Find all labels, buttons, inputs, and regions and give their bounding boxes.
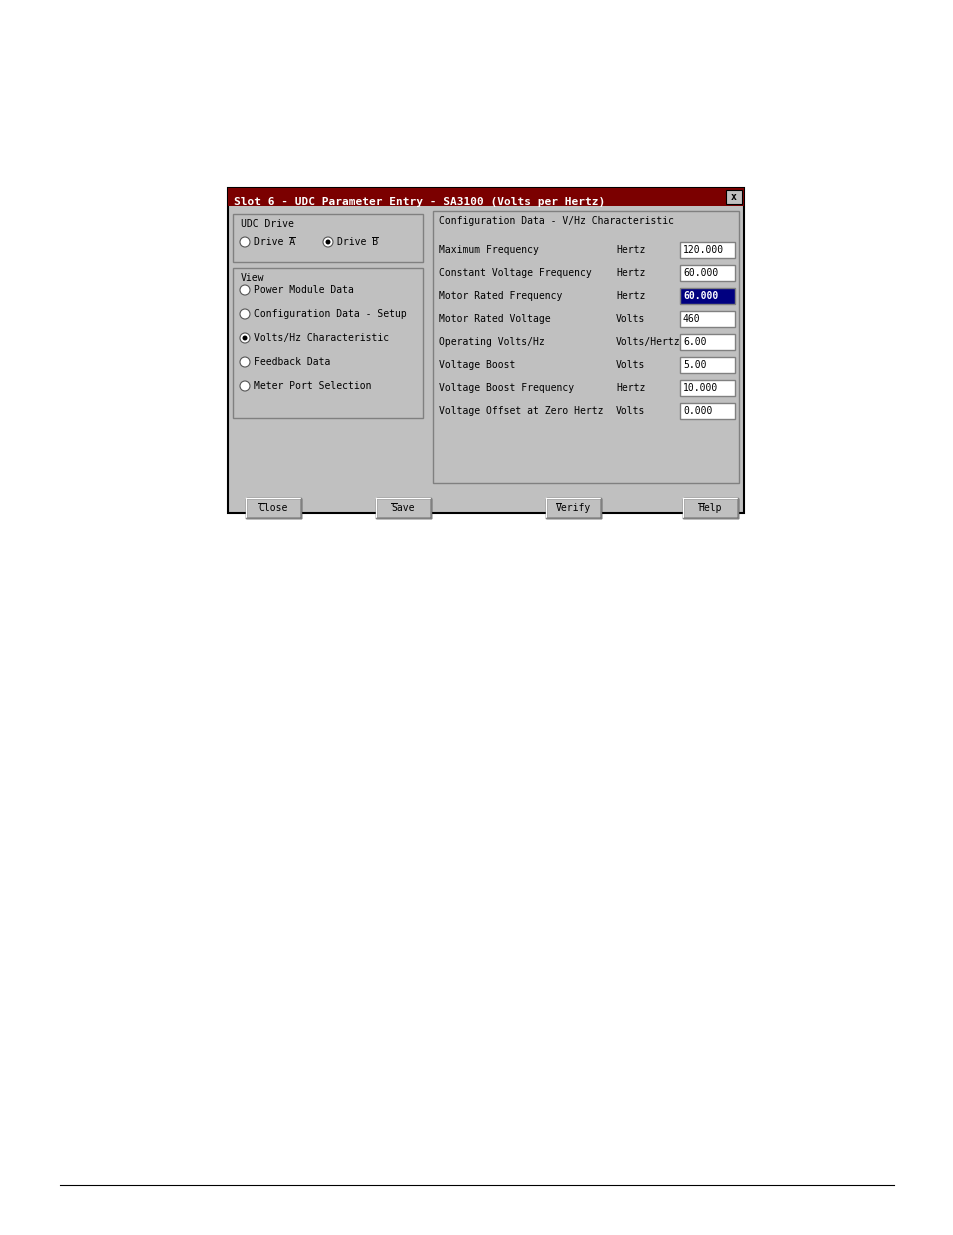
Text: x: x [730, 191, 736, 203]
Text: Power Module Data: Power Module Data [253, 285, 354, 295]
Circle shape [323, 237, 333, 247]
Text: Hertz: Hertz [616, 245, 644, 254]
Bar [679, 357, 734, 373]
Bar [679, 403, 734, 419]
Text: Hertz: Hertz [616, 291, 644, 301]
Text: Voltage Boost Frequency: Voltage Boost Frequency [438, 383, 574, 393]
Text: 60.000: 60.000 [682, 268, 718, 278]
Bar [228, 188, 743, 513]
Circle shape [325, 240, 330, 245]
Text: Verify: Verify [555, 503, 590, 513]
Text: Volts: Volts [616, 406, 644, 416]
Circle shape [240, 309, 250, 319]
Bar [679, 288, 734, 304]
Text: 6.00: 6.00 [682, 337, 706, 347]
Text: Slot 6 - UDC Parameter Entry - SA3100 (Volts per Hertz): Slot 6 - UDC Parameter Entry - SA3100 (V… [233, 198, 604, 207]
Text: Operating Volts/Hz: Operating Volts/Hz [438, 337, 544, 347]
Circle shape [240, 285, 250, 295]
Text: Constant Voltage Frequency: Constant Voltage Frequency [438, 268, 591, 278]
Text: Drive B: Drive B [336, 237, 377, 247]
Bar [679, 380, 734, 396]
Bar [228, 188, 743, 206]
Text: Drive A: Drive A [253, 237, 294, 247]
Bar [233, 268, 422, 417]
Bar [433, 211, 739, 483]
Text: 460: 460 [682, 314, 700, 324]
Text: 60.000: 60.000 [682, 291, 718, 301]
Text: 10.000: 10.000 [682, 383, 718, 393]
Text: Configuration Data - V/Hz Characteristic: Configuration Data - V/Hz Characteristic [438, 216, 673, 226]
Text: Hertz: Hertz [616, 383, 644, 393]
Text: Close: Close [258, 503, 288, 513]
Circle shape [240, 237, 250, 247]
Text: Save: Save [391, 503, 415, 513]
Text: Voltage Offset at Zero Hertz: Voltage Offset at Zero Hertz [438, 406, 603, 416]
Circle shape [240, 333, 250, 343]
Text: Motor Rated Frequency: Motor Rated Frequency [438, 291, 561, 301]
Text: Feedback Data: Feedback Data [253, 357, 330, 367]
Circle shape [240, 382, 250, 391]
Bar [679, 266, 734, 282]
Text: 0.000: 0.000 [682, 406, 712, 416]
Text: 120.000: 120.000 [682, 245, 723, 254]
Bar [545, 498, 600, 517]
Bar [233, 214, 422, 262]
Text: Motor Rated Voltage: Motor Rated Voltage [438, 314, 550, 324]
Bar [679, 311, 734, 327]
Bar [246, 498, 301, 517]
Text: Help: Help [698, 503, 721, 513]
Text: Voltage Boost: Voltage Boost [438, 359, 515, 370]
Text: UDC Drive: UDC Drive [241, 219, 294, 228]
Bar [679, 333, 734, 350]
Text: Maximum Frequency: Maximum Frequency [438, 245, 538, 254]
Text: 5.00: 5.00 [682, 359, 706, 370]
Bar [679, 242, 734, 258]
Circle shape [242, 336, 247, 341]
Text: Hertz: Hertz [616, 268, 644, 278]
Circle shape [240, 357, 250, 367]
Bar [682, 498, 738, 517]
Text: Configuration Data - Setup: Configuration Data - Setup [253, 309, 406, 319]
Text: Volts/Hertz: Volts/Hertz [616, 337, 679, 347]
Text: Volts/Hz Characteristic: Volts/Hz Characteristic [253, 333, 389, 343]
Bar [375, 498, 431, 517]
Text: Volts: Volts [616, 314, 644, 324]
Text: Meter Port Selection: Meter Port Selection [253, 382, 371, 391]
Text: Volts: Volts [616, 359, 644, 370]
Text: View: View [241, 273, 264, 283]
Bar [725, 190, 741, 204]
